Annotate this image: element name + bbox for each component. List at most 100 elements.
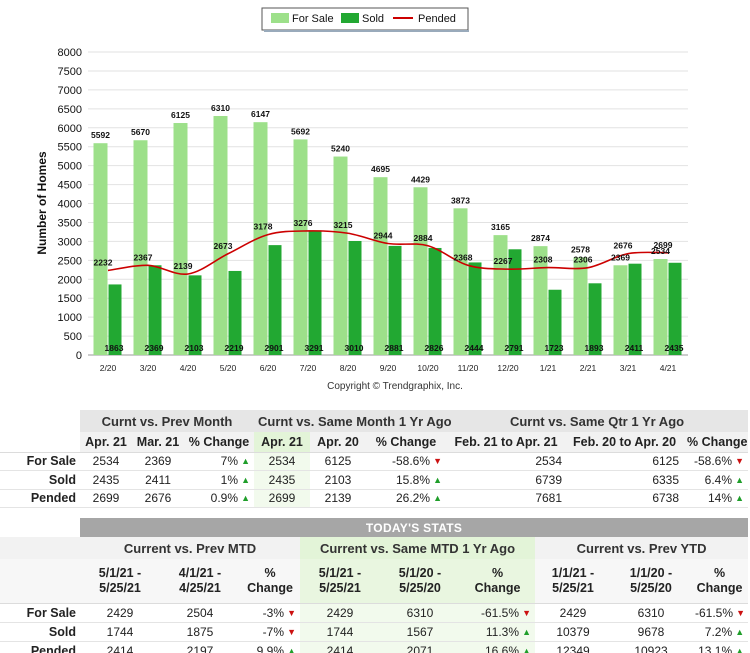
y-tick-label: 3500	[58, 217, 82, 229]
percent-change-cell: 15.8% ▲	[366, 470, 447, 490]
bar-for-sale	[573, 257, 588, 355]
bar-sold	[108, 284, 122, 355]
label-pended: 3276	[294, 218, 313, 228]
percent-change-cell: -3% ▼	[240, 603, 300, 623]
x-tick-label: 7/20	[300, 363, 317, 373]
blank-corner	[0, 410, 80, 432]
x-tick-label: 5/20	[220, 363, 237, 373]
x-tick-label: 3/20	[140, 363, 157, 373]
label-for-sale: 5240	[331, 144, 350, 154]
value-cell: 2429	[535, 603, 611, 623]
percent-change-cell: 1% ▲	[184, 470, 254, 490]
row-label: Pended	[0, 489, 80, 508]
column-header: % Change	[460, 559, 535, 604]
label-sold: 1723	[545, 343, 564, 353]
label-for-sale: 5692	[291, 126, 310, 136]
column-header-line: 1/1/20 -	[629, 565, 673, 580]
label-for-sale: 6310	[211, 103, 230, 113]
bar-sold	[428, 247, 442, 355]
label-pended: 2367	[134, 252, 153, 262]
label-sold: 1893	[585, 343, 604, 353]
bar-sold	[188, 275, 202, 355]
column-header-line: 5/25/21	[552, 580, 594, 595]
label-pended: 2944	[374, 230, 393, 240]
label-pended: 2673	[214, 241, 233, 251]
value-cell: 2435	[254, 470, 310, 490]
bar-for-sale	[413, 187, 428, 355]
percent-value: 0.9%	[210, 491, 238, 506]
table-row: Pended 2699 2676 0.9% ▲ 2699 2139 26.2% ▲ 7681 673…	[0, 489, 749, 508]
y-tick-label: 7000	[58, 85, 82, 97]
label-for-sale: 4429	[411, 174, 430, 184]
column-header: % Change	[366, 432, 447, 453]
bars	[93, 116, 682, 355]
column-header: 4/1/21 -4/25/21	[160, 559, 240, 604]
value-cell: 1744	[80, 622, 160, 642]
legend-swatch-sold	[341, 13, 359, 23]
percent-value: 7.2%	[704, 624, 733, 639]
percent-change-cell: 26.2% ▲	[366, 489, 447, 508]
value-cell: 2369	[132, 452, 184, 471]
bar-sold	[468, 262, 482, 355]
bar-sold	[268, 245, 282, 355]
y-tick-label: 7500	[58, 66, 82, 78]
blank-corner	[0, 518, 80, 537]
value-cell: 6310	[611, 603, 691, 623]
label-for-sale: 2578	[571, 244, 590, 254]
label-for-sale: 3873	[451, 195, 470, 205]
data-labels: 5592 1863 2232 5670 2369 2367 6125 2103 2139 6310…	[91, 103, 684, 353]
label-for-sale: 5670	[131, 127, 150, 137]
x-tick-label: 8/20	[340, 363, 357, 373]
column-header-line: 5/1/20 -	[398, 565, 442, 580]
arrow-up-icon: ▲	[735, 493, 745, 504]
percent-value: -58.6%	[694, 454, 733, 469]
arrow-up-icon: ▲	[433, 474, 443, 485]
percent-change-cell: -58.6% ▼	[683, 452, 749, 471]
row-label: For Sale	[0, 452, 80, 471]
arrow-up-icon: ▲	[287, 645, 296, 653]
bar-sold	[548, 289, 562, 355]
label-sold: 2791	[505, 343, 524, 353]
row-label: Sold	[0, 470, 80, 490]
value-cell: 2071	[380, 641, 460, 653]
percent-value: 6.4%	[704, 472, 733, 487]
label-pended: 3215	[334, 220, 353, 230]
bar-for-sale	[213, 116, 228, 355]
y-tick-label: 1500	[58, 293, 82, 305]
label-pended: 2232	[94, 257, 113, 267]
copyright-text: Copyright © Trendgraphix, Inc.	[327, 381, 463, 392]
column-header: Feb. 21 to Apr. 21	[446, 432, 567, 453]
bar-for-sale	[493, 235, 508, 355]
percent-change-cell: 13.1% ▲	[691, 641, 749, 653]
y-tick-label: 2500	[58, 255, 82, 267]
label-pended: 2306	[574, 255, 593, 265]
y-tick-label: 4000	[58, 199, 82, 211]
percent-change-cell: 7.2% ▲	[691, 622, 749, 642]
percent-value: 7%	[220, 454, 238, 469]
arrow-down-icon: ▼	[287, 607, 296, 618]
y-tick-label: 5500	[58, 142, 82, 154]
bar-for-sale	[333, 156, 348, 355]
percent-change-cell: -61.5% ▼	[691, 603, 749, 623]
label-for-sale: 6125	[171, 110, 190, 120]
column-header: % Change	[240, 559, 300, 604]
label-pended: 2308	[534, 255, 553, 265]
legend: For Sale Sold Pended	[261, 7, 469, 32]
label-pended: 3178	[254, 222, 273, 232]
bar-sold	[348, 240, 362, 355]
arrow-down-icon: ▼	[735, 456, 745, 467]
legend-label-sold: Sold	[362, 13, 384, 25]
label-for-sale: 2874	[531, 233, 550, 243]
arrow-up-icon: ▲	[522, 626, 531, 637]
y-tick-label: 3000	[58, 236, 82, 248]
legend-label-for-sale: For Sale	[292, 13, 334, 25]
value-cell: 2429	[300, 603, 380, 623]
blank-corner	[0, 432, 80, 453]
value-cell: 1567	[380, 622, 460, 642]
group-header: Curnt vs. Same Month 1 Yr Ago	[254, 410, 452, 432]
arrow-up-icon: ▲	[241, 474, 250, 485]
label-sold: 2881	[385, 343, 404, 353]
value-cell: 2411	[132, 470, 184, 490]
value-cell: 12349	[535, 641, 611, 653]
value-cell: 6125	[310, 452, 366, 471]
